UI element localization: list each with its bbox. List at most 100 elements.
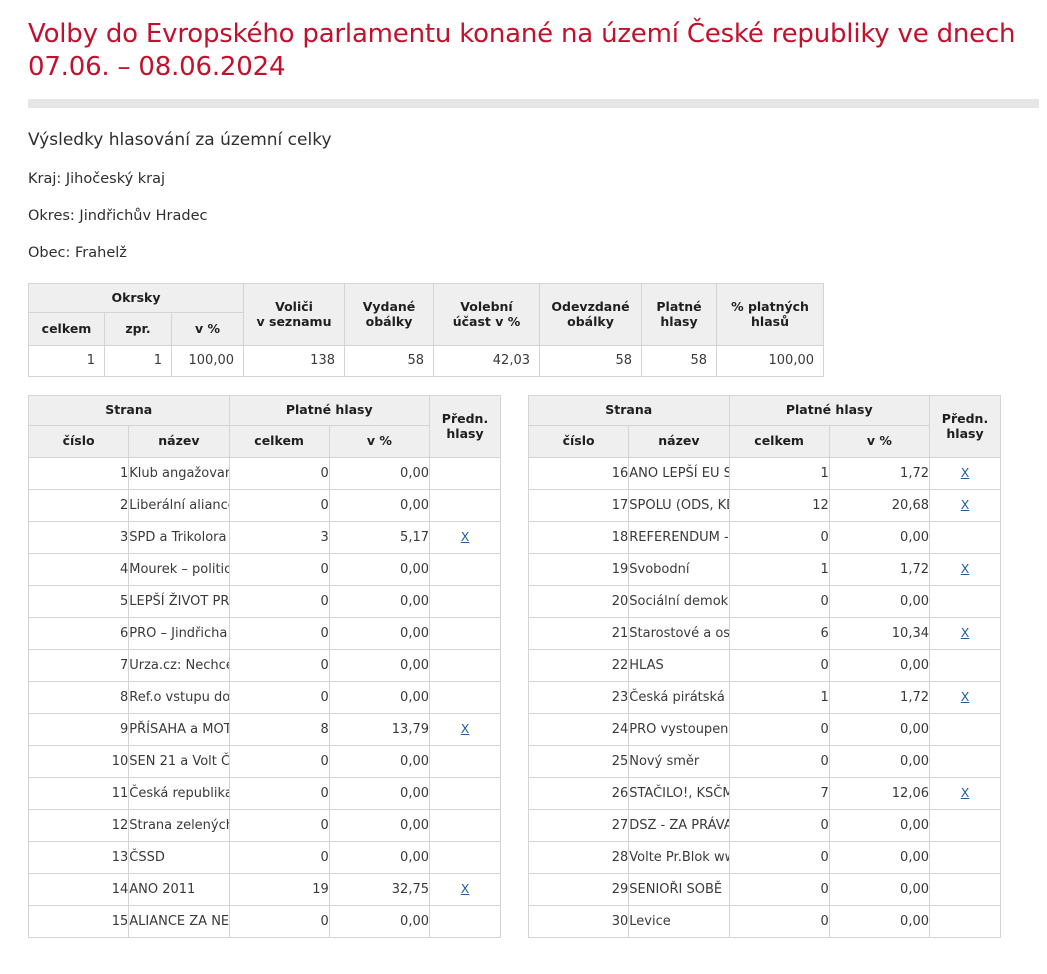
party-votes-total: 0	[228, 776, 330, 810]
party-name: Strana zelených	[128, 808, 230, 842]
preferential-votes-cell: X	[429, 520, 501, 554]
party-name: ČSSD	[128, 840, 230, 874]
party-votes-total: 1	[728, 552, 830, 586]
party-votes-percent: 32,75	[328, 872, 431, 906]
party-results-table-left: Strana Platné hlasy Předn. hlasy číslo n…	[27, 394, 501, 938]
preferential-votes-link[interactable]: X	[960, 497, 970, 513]
party-votes-total: 0	[728, 808, 830, 842]
table-row: 3 SPD a Trikolora 3 5,17 X	[27, 520, 501, 554]
party-number: 19	[527, 552, 630, 586]
summary-value-odevzdane-obalky: 58	[539, 344, 642, 377]
party-votes-total: 12	[728, 488, 830, 522]
summary-header-volici-line1: Voliči	[275, 298, 313, 314]
party-left-header-cislo: číslo	[27, 424, 130, 458]
party-right-header-row-2: číslo název celkem v %	[527, 424, 1001, 458]
preferential-votes-link[interactable]: X	[960, 561, 970, 577]
party-number: 13	[27, 840, 130, 874]
table-row: 22 HLAS 0 0,00	[527, 648, 1001, 682]
summary-header-vydane-line2: obálky	[365, 314, 413, 330]
preferential-votes-cell	[929, 584, 1001, 618]
party-number: 4	[27, 552, 130, 586]
preferential-votes-cell: X	[929, 680, 1001, 714]
party-name: DSZ - ZA PRÁVA ZVÍŘAT	[628, 808, 730, 842]
party-number: 25	[527, 744, 630, 778]
party-number: 23	[527, 680, 630, 714]
summary-header-row-2: celkem zpr. v %	[28, 311, 824, 346]
party-name: PRO vystoupení z EU	[628, 712, 730, 746]
party-left-predn-line2: hlasy	[446, 426, 484, 442]
party-name: SPOLU (ODS, KDU-ČSL, TOP 09)	[628, 488, 730, 522]
party-number: 5	[27, 584, 130, 618]
summary-header-pct-platnych: % platných hlasů	[716, 282, 824, 346]
summary-header-okrsky-v-proc: v %	[171, 311, 244, 346]
party-number: 6	[27, 616, 130, 650]
summary-value-volici-v-seznamu: 138	[243, 344, 345, 377]
party-votes-total: 0	[728, 840, 830, 874]
preferential-votes-link[interactable]: X	[960, 785, 970, 801]
party-left-header-nazev: název	[128, 424, 230, 458]
party-name: Česká pirátská strana	[628, 680, 730, 714]
party-votes-total: 0	[228, 584, 330, 618]
preferential-votes-cell: X	[429, 872, 501, 906]
party-right-header-platne-hlasy: Platné hlasy	[728, 394, 930, 426]
party-results-area: Strana Platné hlasy Předn. hlasy číslo n…	[20, 377, 1027, 938]
preferential-votes-link[interactable]: X	[460, 529, 470, 545]
party-left-header-predn-hlasy: Předn. hlasy	[429, 394, 501, 458]
party-votes-percent: 1,72	[828, 456, 931, 490]
party-number: 22	[527, 648, 630, 682]
preferential-votes-link[interactable]: X	[460, 721, 470, 737]
section-subtitle: Výsledky hlasování za územní celky	[28, 129, 332, 150]
party-number: 8	[27, 680, 130, 714]
summary-header-okrsky-zpr: zpr.	[104, 311, 172, 346]
preferential-votes-link[interactable]: X	[460, 881, 470, 897]
preferential-votes-cell: X	[929, 552, 1001, 586]
party-name: PŘÍSAHA a MOTORISTÉ	[128, 712, 230, 746]
party-votes-total: 0	[228, 904, 330, 938]
party-votes-percent: 10,34	[828, 616, 931, 650]
party-number: 21	[527, 616, 630, 650]
party-number: 24	[527, 712, 630, 746]
party-votes-percent: 0,00	[828, 520, 931, 554]
summary-header-pct-line2: hlasů	[751, 314, 789, 330]
summary-header-platne-line1: Platné	[656, 298, 702, 314]
party-right-header-nazev: název	[628, 424, 730, 458]
title-divider	[28, 98, 1039, 108]
party-votes-percent: 0,00	[828, 648, 931, 682]
party-left-header-strana: Strana	[28, 394, 230, 426]
party-votes-percent: 13,79	[328, 712, 431, 746]
preferential-votes-cell	[429, 584, 501, 618]
preferential-votes-cell: X	[929, 616, 1001, 650]
party-votes-total: 0	[228, 808, 330, 842]
party-name: Sociální demokracie	[628, 584, 730, 618]
party-votes-percent: 0,00	[828, 584, 931, 618]
party-number: 26	[527, 776, 630, 810]
party-left-header-row-1: Strana Platné hlasy Předn. hlasy	[28, 394, 501, 458]
preferential-votes-cell	[429, 552, 501, 586]
summary-header-okrsky: Okrsky	[28, 282, 244, 313]
party-votes-total: 0	[728, 872, 830, 906]
preferential-votes-link[interactable]: X	[960, 465, 970, 481]
preferential-votes-link[interactable]: X	[960, 689, 970, 705]
summary-value-okrsky-celkem: 1	[28, 344, 105, 377]
page-title: Volby do Evropského parlamentu konané na…	[28, 19, 1016, 83]
party-right-header-predn-hlasy: Předn. hlasy	[929, 394, 1001, 458]
location-okres: Okres: Jindřichův Hradec	[28, 207, 208, 224]
party-name: LEPŠÍ ŽIVOT PRO LIDI	[128, 584, 230, 618]
table-row: 12 Strana zelených 0 0,00	[27, 808, 501, 842]
preferential-votes-link[interactable]: X	[960, 625, 970, 641]
party-name: Svobodní	[628, 552, 730, 586]
party-number: 3	[27, 520, 130, 554]
party-votes-total: 3	[228, 520, 330, 554]
summary-header-platne-line2: hlasy	[660, 314, 698, 330]
party-votes-percent: 0,00	[828, 712, 931, 746]
summary-header-volebni-ucast: Volební účast v %	[433, 282, 540, 346]
summary-value-okrsky-v-proc: 100,00	[171, 344, 244, 377]
